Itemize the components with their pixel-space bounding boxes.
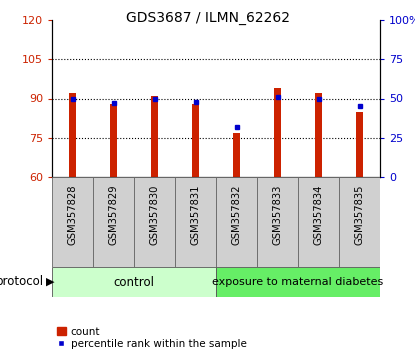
FancyBboxPatch shape: [52, 267, 216, 297]
Bar: [110, 104, 117, 177]
Text: GSM357828: GSM357828: [68, 184, 78, 245]
Legend: count, percentile rank within the sample: count, percentile rank within the sample: [57, 327, 247, 349]
Bar: [193, 104, 198, 177]
FancyBboxPatch shape: [52, 177, 93, 267]
Text: GSM357834: GSM357834: [313, 184, 324, 245]
FancyBboxPatch shape: [216, 177, 257, 267]
Text: GSM357832: GSM357832: [232, 184, 242, 245]
Bar: [356, 112, 363, 177]
Text: GSM357835: GSM357835: [354, 184, 364, 245]
Bar: [315, 93, 322, 177]
FancyBboxPatch shape: [175, 177, 216, 267]
Bar: [274, 88, 281, 177]
Text: GDS3687 / ILMN_62262: GDS3687 / ILMN_62262: [125, 11, 290, 25]
Text: exposure to maternal diabetes: exposure to maternal diabetes: [212, 277, 383, 287]
FancyBboxPatch shape: [134, 177, 175, 267]
Text: GSM357830: GSM357830: [149, 184, 159, 245]
Text: ▶: ▶: [46, 277, 54, 287]
FancyBboxPatch shape: [257, 177, 298, 267]
Bar: [233, 132, 239, 177]
FancyBboxPatch shape: [93, 177, 134, 267]
Text: GSM357833: GSM357833: [273, 184, 283, 245]
Text: GSM357829: GSM357829: [108, 184, 119, 245]
Bar: [69, 93, 76, 177]
FancyBboxPatch shape: [298, 177, 339, 267]
Text: control: control: [113, 275, 154, 289]
FancyBboxPatch shape: [339, 177, 380, 267]
FancyBboxPatch shape: [216, 267, 380, 297]
Bar: [151, 96, 158, 177]
Text: protocol: protocol: [0, 275, 44, 289]
Text: GSM357831: GSM357831: [190, 184, 200, 245]
